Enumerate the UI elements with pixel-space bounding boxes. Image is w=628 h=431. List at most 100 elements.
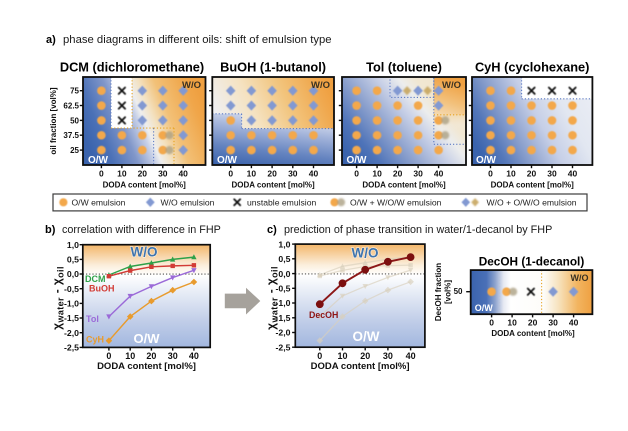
svg-text:30: 30 <box>158 169 168 179</box>
svg-text:40: 40 <box>569 318 579 328</box>
svg-text:0: 0 <box>99 169 104 179</box>
svg-text:1,0: 1,0 <box>278 239 290 249</box>
svg-text:CyH (cyclohexane): CyH (cyclohexane) <box>475 60 590 75</box>
svg-text:30: 30 <box>413 169 423 179</box>
svg-text:DecOH (1-decanol): DecOH (1-decanol) <box>479 255 585 269</box>
svg-text:DODA content [mol%]: DODA content [mol%] <box>311 361 410 372</box>
svg-text:DecOH: DecOH <box>309 310 338 320</box>
svg-text:c): c) <box>267 224 277 236</box>
svg-text:DODA content [mol%]: DODA content [mol%] <box>491 329 575 338</box>
svg-text:CyH: CyH <box>86 335 104 345</box>
svg-text:30: 30 <box>168 351 178 361</box>
svg-text:W/O emulsion: W/O emulsion <box>161 197 215 207</box>
svg-text:O/W emulsion: O/W emulsion <box>72 197 126 207</box>
svg-text:62.5: 62.5 <box>63 102 79 111</box>
svg-text:20: 20 <box>393 169 403 179</box>
svg-text:37.5: 37.5 <box>63 131 79 140</box>
svg-text:40: 40 <box>178 169 188 179</box>
svg-text:0,5: 0,5 <box>67 255 79 265</box>
svg-text:-1,0: -1,0 <box>64 299 79 309</box>
svg-text:DODA content [mol%]: DODA content [mol%] <box>97 361 196 372</box>
svg-text:10: 10 <box>125 351 135 361</box>
svg-text:-1,0: -1,0 <box>276 298 291 308</box>
svg-text:10: 10 <box>117 169 127 179</box>
svg-text:20: 20 <box>146 351 156 361</box>
svg-text:[vol%]: [vol%] <box>444 280 453 304</box>
svg-text:-1,5: -1,5 <box>276 313 291 323</box>
svg-text:30: 30 <box>288 169 298 179</box>
svg-text:0: 0 <box>317 351 322 361</box>
svg-text:DODA content [mol%]: DODA content [mol%] <box>491 181 575 190</box>
svg-text:50: 50 <box>454 287 463 296</box>
svg-text:unstable emulsion: unstable emulsion <box>247 197 316 207</box>
svg-text:10: 10 <box>372 169 382 179</box>
svg-text:-1,5: -1,5 <box>64 313 79 323</box>
svg-text:40: 40 <box>309 169 319 179</box>
svg-text:W/O: W/O <box>311 80 330 91</box>
svg-text:0,0: 0,0 <box>67 269 79 279</box>
svg-text:W/O + O/W/O emulsion: W/O + O/W/O emulsion <box>487 197 577 207</box>
svg-text:30: 30 <box>383 351 393 361</box>
svg-text:10: 10 <box>507 318 517 328</box>
svg-text:Tol (toluene): Tol (toluene) <box>366 60 442 75</box>
svg-text:W/O: W/O <box>352 246 379 261</box>
svg-text:20: 20 <box>527 169 537 179</box>
svg-text:10: 10 <box>337 351 347 361</box>
svg-text:b): b) <box>45 224 56 236</box>
svg-text:W/O: W/O <box>571 273 589 283</box>
svg-text:W/O: W/O <box>182 80 201 91</box>
svg-text:10: 10 <box>506 169 516 179</box>
svg-text:0,0: 0,0 <box>278 269 290 279</box>
svg-text:BuOH: BuOH <box>89 284 115 294</box>
svg-text:oil fraction [vol%]: oil fraction [vol%] <box>49 87 58 154</box>
svg-text:40: 40 <box>406 351 416 361</box>
svg-text:0,5: 0,5 <box>278 254 290 264</box>
svg-text:-0,5: -0,5 <box>276 284 291 294</box>
svg-text:40: 40 <box>568 169 578 179</box>
svg-text:O/W: O/W <box>88 155 109 166</box>
svg-text:40: 40 <box>189 351 199 361</box>
svg-text:O/W: O/W <box>217 155 238 166</box>
svg-text:0: 0 <box>228 169 233 179</box>
svg-text:1,0: 1,0 <box>67 240 79 250</box>
svg-text:DODA content [mol%]: DODA content [mol%] <box>362 181 446 190</box>
svg-text:phase diagrams in different oi: phase diagrams in different oils: shift … <box>63 34 332 46</box>
svg-text:O/W + W/O/W emulsion: O/W + W/O/W emulsion <box>350 197 442 207</box>
svg-text:20: 20 <box>267 169 277 179</box>
svg-text:O/W: O/W <box>347 155 368 166</box>
svg-text:O/W: O/W <box>475 303 494 313</box>
svg-text:DODA content [mol%]: DODA content [mol%] <box>231 181 315 190</box>
svg-text:25: 25 <box>70 146 79 155</box>
svg-text:30: 30 <box>547 169 557 179</box>
svg-text:0: 0 <box>488 169 493 179</box>
svg-text:W/O: W/O <box>131 245 158 260</box>
svg-text:W/O: W/O <box>442 80 461 91</box>
svg-text:-2,0: -2,0 <box>276 328 291 338</box>
svg-text:0: 0 <box>354 169 359 179</box>
svg-text:20: 20 <box>360 351 370 361</box>
svg-text:Tol: Tol <box>86 314 99 324</box>
svg-text:O/W: O/W <box>134 331 161 346</box>
svg-text:0: 0 <box>106 351 111 361</box>
svg-text:DODA content [mol%]: DODA content [mol%] <box>103 181 187 190</box>
svg-text:30: 30 <box>548 318 558 328</box>
svg-text:-2,0: -2,0 <box>64 328 79 338</box>
svg-text:correlation with difference in: correlation with difference in FHP <box>62 224 221 236</box>
svg-text:20: 20 <box>138 169 148 179</box>
svg-text:0: 0 <box>489 318 494 328</box>
svg-text:20: 20 <box>528 318 538 328</box>
svg-text:DCM (dichloromethane): DCM (dichloromethane) <box>60 60 204 75</box>
svg-text:a): a) <box>46 34 56 46</box>
svg-text:O/W: O/W <box>476 155 497 166</box>
svg-text:50: 50 <box>70 116 79 125</box>
svg-text:DecOH fraction: DecOH fraction <box>434 263 443 321</box>
svg-text:BuOH (1-butanol): BuOH (1-butanol) <box>220 60 326 75</box>
svg-text:75: 75 <box>70 87 79 96</box>
svg-text:O/W: O/W <box>353 329 380 344</box>
svg-text:10: 10 <box>247 169 257 179</box>
svg-text:-0,5: -0,5 <box>64 284 79 294</box>
svg-text:prediction of phase transition: prediction of phase transition in water/… <box>284 224 552 236</box>
svg-text:-2,5: -2,5 <box>276 342 291 352</box>
svg-text:-2,5: -2,5 <box>64 343 79 353</box>
svg-text:40: 40 <box>434 169 444 179</box>
